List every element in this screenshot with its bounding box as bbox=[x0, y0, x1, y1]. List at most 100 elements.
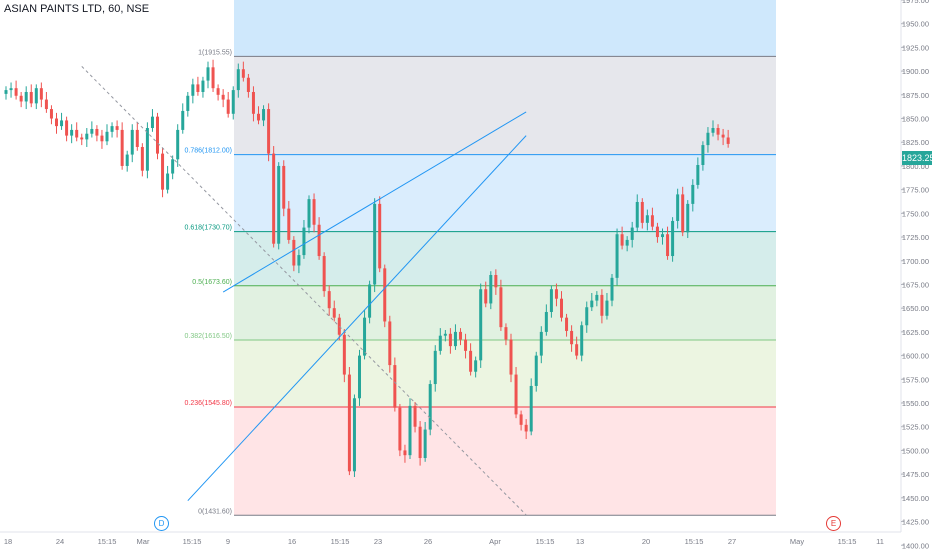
candle-body bbox=[413, 405, 417, 427]
candle-body bbox=[347, 374, 351, 472]
x-tick-label: 20 bbox=[642, 537, 650, 546]
fib-level-label: 1(1915.55) bbox=[198, 49, 232, 56]
candle-body bbox=[55, 118, 58, 127]
candle-body bbox=[251, 91, 255, 114]
candle-body bbox=[186, 95, 190, 111]
fib-zone bbox=[234, 56, 776, 155]
candle-body bbox=[494, 275, 498, 288]
candle-body bbox=[701, 145, 705, 165]
candle-body bbox=[403, 450, 407, 456]
candle-body bbox=[105, 131, 109, 142]
fib-level-label: 0(1431.60) bbox=[198, 508, 232, 515]
x-tick-label: 27 bbox=[728, 537, 736, 546]
candle-body bbox=[49, 109, 53, 119]
candle-body bbox=[383, 268, 387, 322]
candle-body bbox=[565, 317, 569, 331]
candle-body bbox=[39, 88, 43, 100]
candle-body bbox=[181, 110, 185, 130]
candle-body bbox=[44, 99, 48, 110]
candle-body bbox=[277, 165, 281, 244]
x-tick-label: 23 bbox=[374, 537, 382, 546]
candle-body bbox=[474, 360, 478, 372]
candle-body bbox=[580, 325, 584, 356]
candle-body bbox=[272, 153, 276, 244]
candle-body bbox=[9, 88, 13, 91]
candle-body bbox=[110, 126, 114, 132]
candle-body bbox=[610, 277, 614, 301]
candle-body bbox=[418, 426, 422, 459]
candle-body bbox=[464, 339, 468, 351]
candle-body bbox=[125, 154, 129, 166]
candle-body bbox=[726, 137, 730, 144]
fib-level-label: 0.236(1545.80) bbox=[185, 400, 232, 407]
candle-body bbox=[231, 90, 235, 114]
candle-body bbox=[489, 275, 493, 304]
y-tick-label: 1700.00 bbox=[902, 257, 929, 266]
candle-body bbox=[246, 77, 250, 92]
earnings-event-marker[interactable]: E bbox=[826, 516, 841, 531]
candle-body bbox=[100, 135, 104, 142]
y-tick-label: 1875.00 bbox=[902, 91, 929, 100]
candle-body bbox=[70, 129, 74, 136]
y-tick-label: 1500.00 bbox=[902, 446, 929, 455]
candle-body bbox=[676, 194, 680, 221]
candle-body bbox=[221, 94, 225, 100]
candle-body bbox=[514, 374, 518, 415]
candle-body bbox=[327, 291, 331, 309]
candle-body bbox=[716, 128, 720, 135]
candle-body bbox=[560, 298, 563, 318]
y-tick-label: 1950.00 bbox=[902, 20, 929, 29]
candle-body bbox=[605, 300, 609, 316]
fib-zone bbox=[234, 231, 776, 286]
candle-body bbox=[529, 385, 533, 432]
fib-zone bbox=[234, 154, 776, 232]
y-tick-label: 1450.00 bbox=[902, 494, 929, 503]
candle-body bbox=[368, 284, 372, 318]
candle-body bbox=[408, 405, 412, 456]
candle-body bbox=[539, 331, 543, 356]
candle-body bbox=[504, 327, 508, 340]
fib-zone bbox=[234, 407, 776, 516]
candle-body bbox=[509, 339, 513, 375]
candle-body bbox=[534, 355, 538, 386]
channel-trendline[interactable] bbox=[187, 135, 527, 502]
candle-body bbox=[388, 321, 392, 366]
candle-body bbox=[201, 80, 205, 92]
candle-body bbox=[19, 95, 23, 102]
candle-body bbox=[600, 294, 604, 316]
price-axis-bg[interactable] bbox=[901, 0, 932, 550]
candle-body bbox=[307, 199, 311, 228]
channel-trendline[interactable] bbox=[222, 111, 527, 293]
candle-body bbox=[519, 414, 523, 425]
candle-body bbox=[575, 344, 579, 356]
candle-body bbox=[211, 67, 215, 89]
y-tick-label: 1775.00 bbox=[902, 186, 929, 195]
candle-body bbox=[645, 215, 649, 223]
candle-body bbox=[459, 331, 462, 340]
candle-body bbox=[469, 350, 473, 372]
x-tick-label: 9 bbox=[226, 537, 230, 546]
fib-zone bbox=[234, 339, 776, 407]
last-price-badge: 1823.25 bbox=[902, 151, 932, 165]
x-tick-label: 15:15 bbox=[98, 537, 117, 546]
candle-body bbox=[29, 91, 33, 104]
candle-body bbox=[85, 133, 89, 140]
x-tick-label: 15:15 bbox=[685, 537, 704, 546]
candle-body bbox=[236, 69, 240, 91]
candle-body bbox=[156, 116, 159, 154]
candle-body bbox=[398, 407, 402, 451]
candle-body bbox=[433, 350, 437, 385]
x-tick-label: 11 bbox=[876, 537, 884, 546]
candle-body bbox=[196, 84, 200, 92]
candle-body bbox=[317, 224, 321, 257]
candle-body bbox=[681, 194, 685, 233]
candle-body bbox=[342, 334, 346, 375]
candles bbox=[4, 59, 730, 477]
candle-body bbox=[115, 126, 119, 130]
candle-body bbox=[585, 307, 589, 326]
dividend-event-marker[interactable]: D bbox=[154, 516, 169, 531]
candle-body bbox=[438, 335, 442, 351]
candle-body bbox=[14, 88, 18, 96]
